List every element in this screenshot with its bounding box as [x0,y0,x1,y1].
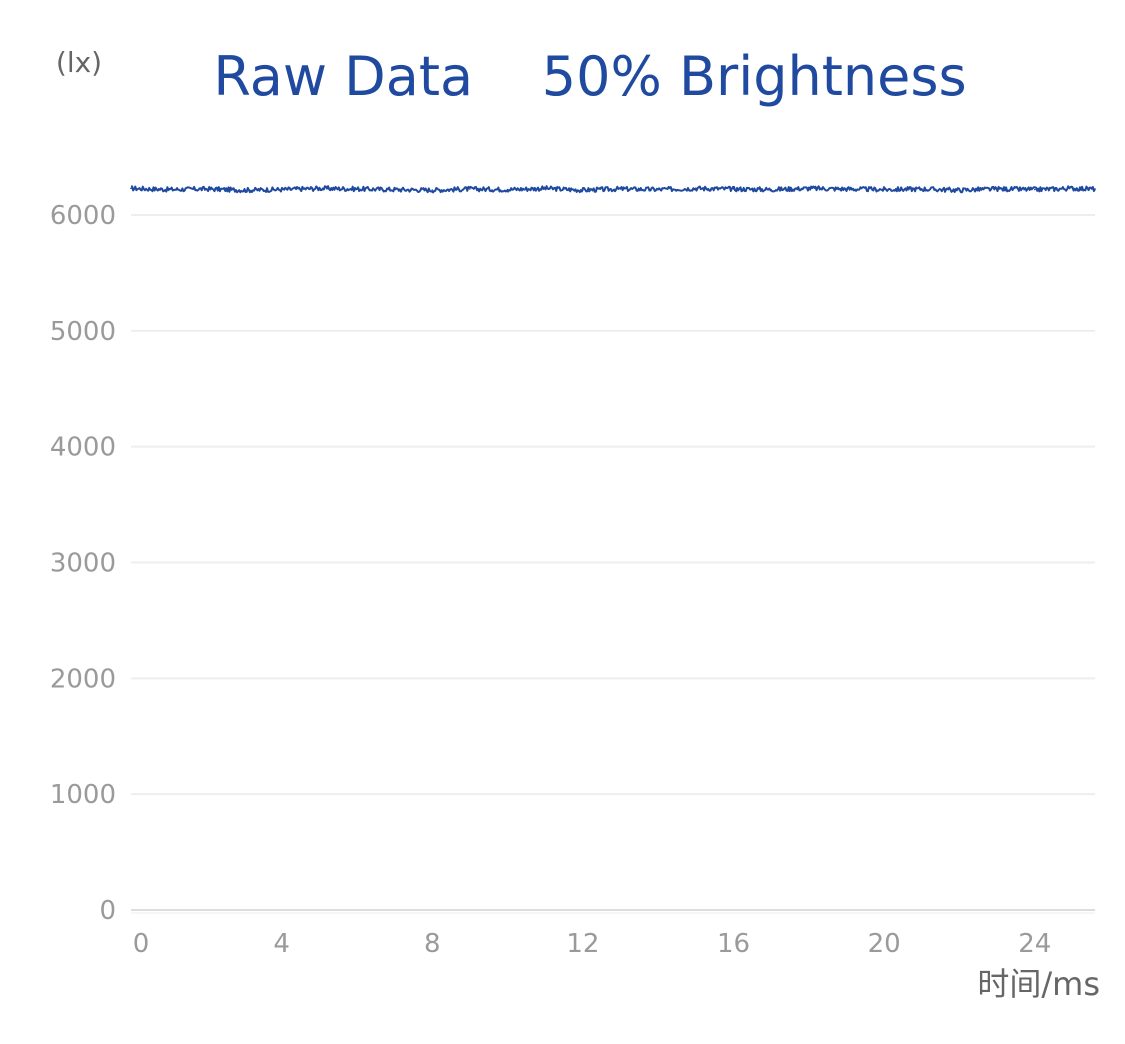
data-point [1094,188,1096,190]
data-point [506,188,509,191]
x-tick-label: 24 [1018,929,1051,959]
grid-lines [131,214,1095,796]
x-tick-label: 20 [868,929,901,959]
data-point [657,188,659,191]
y-axis-label: (lx) [56,46,102,79]
data-point [393,188,396,191]
data-point [1071,187,1074,190]
data-point [544,187,547,190]
data-point [845,188,848,190]
x-tick-label: 8 [424,929,441,959]
data-point [431,189,434,191]
chart-title: Raw Data 50% Brightness [213,45,966,108]
y-tick-label: 5000 [50,317,116,347]
data-point [582,189,584,191]
data-point [958,189,961,191]
data-point [619,188,622,190]
y-tick-label: 1000 [50,780,116,810]
y-tick-label: 4000 [50,433,116,463]
x-axis-label: 时间/ms [977,965,1100,1003]
y-tick-label: 2000 [50,664,116,694]
data-point [167,188,170,191]
axes [131,909,1095,914]
data-point [469,188,471,190]
data-point [205,188,208,190]
data-point [732,188,735,190]
x-tick-label: 12 [566,929,599,959]
series-layer [130,185,1096,194]
data-point [318,187,321,190]
data-point [280,188,283,191]
data-point [1033,188,1036,191]
data-point [130,187,132,190]
data-point [356,188,358,190]
data-point [808,187,810,190]
data-point [243,189,245,191]
x-tick-label: 0 [133,929,150,959]
data-point [996,188,998,190]
labels: 0 1000 2000 3000 4000 5000 6000 0 4 8 12 16 20 24 Raw … [50,45,1100,1003]
x-tick-label: 4 [273,929,290,959]
data-point [770,188,772,191]
y-tick-label: 3000 [50,549,116,579]
data-point [883,188,885,191]
x-tick-label: 16 [717,929,750,959]
y-tick-label: 0 [99,896,116,926]
series-line-0 [130,185,1096,194]
data-point [695,187,697,190]
y-tick-label: 6000 [50,201,116,231]
data-point [920,188,923,190]
